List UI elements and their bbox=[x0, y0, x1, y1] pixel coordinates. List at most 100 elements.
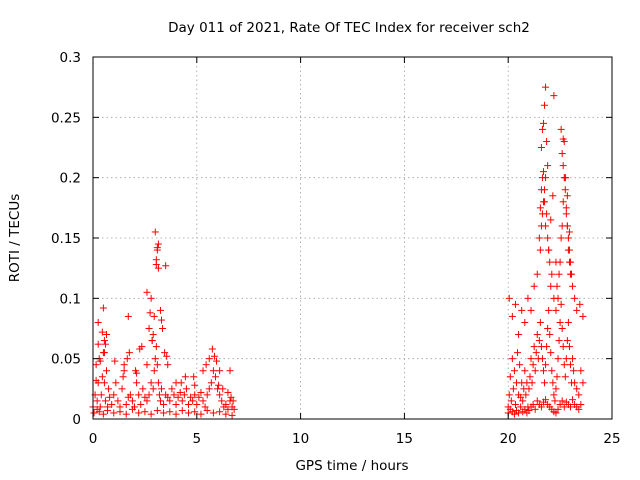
data-point bbox=[122, 401, 130, 409]
data-point bbox=[106, 393, 114, 401]
data-point bbox=[143, 288, 151, 296]
data-point bbox=[156, 306, 164, 314]
data-point bbox=[133, 379, 141, 387]
data-point bbox=[558, 325, 566, 332]
data-point bbox=[187, 393, 195, 401]
data-point bbox=[216, 367, 224, 375]
data-point bbox=[193, 401, 201, 409]
data-point bbox=[92, 361, 100, 369]
data-point bbox=[528, 379, 536, 387]
data-point bbox=[566, 361, 574, 369]
data-point bbox=[166, 397, 174, 405]
data-point bbox=[153, 407, 161, 415]
data-point bbox=[510, 410, 518, 418]
data-point bbox=[536, 246, 544, 254]
data-point bbox=[227, 393, 235, 401]
data-point bbox=[101, 397, 109, 405]
data-point bbox=[507, 397, 515, 405]
data-point bbox=[569, 282, 577, 290]
data-point bbox=[521, 318, 529, 326]
data-point bbox=[541, 101, 549, 109]
data-point bbox=[230, 405, 238, 413]
data-point bbox=[229, 397, 237, 405]
y-tick-label: 0.1 bbox=[60, 291, 81, 307]
data-point bbox=[152, 261, 160, 269]
data-point bbox=[178, 407, 186, 415]
data-point bbox=[510, 367, 518, 375]
data-point bbox=[154, 379, 162, 387]
data-point bbox=[552, 385, 560, 393]
data-point bbox=[554, 355, 562, 363]
data-point bbox=[155, 391, 163, 399]
y-tick-labels: 0 0.05 0.1 0.15 0.2 0.25 0.3 bbox=[51, 50, 81, 428]
data-point bbox=[566, 258, 574, 266]
data-point bbox=[508, 312, 516, 320]
data-point bbox=[137, 401, 145, 409]
data-point bbox=[199, 367, 207, 375]
data-point bbox=[124, 312, 132, 320]
data-point bbox=[150, 312, 158, 320]
data-point bbox=[110, 409, 118, 417]
data-point bbox=[508, 355, 516, 363]
data-point bbox=[152, 343, 160, 351]
data-point bbox=[548, 367, 556, 375]
data-point bbox=[197, 388, 205, 396]
data-point bbox=[527, 355, 535, 363]
data-point bbox=[177, 379, 185, 387]
data-point bbox=[537, 144, 545, 151]
data-point bbox=[190, 373, 198, 381]
data-point bbox=[98, 328, 106, 336]
data-point bbox=[515, 409, 523, 417]
data-point bbox=[224, 388, 232, 396]
data-point bbox=[105, 385, 113, 393]
data-point bbox=[511, 401, 519, 409]
data-point bbox=[208, 345, 216, 353]
data-point bbox=[566, 403, 574, 411]
data-point bbox=[539, 119, 547, 127]
data-point bbox=[133, 369, 141, 377]
data-point bbox=[531, 405, 539, 413]
data-point bbox=[205, 385, 213, 393]
data-point bbox=[102, 331, 110, 339]
data-point bbox=[518, 306, 526, 314]
data-point bbox=[530, 282, 538, 290]
data-point bbox=[158, 316, 166, 324]
data-point bbox=[108, 401, 116, 409]
data-point bbox=[571, 294, 579, 302]
data-point bbox=[94, 318, 102, 326]
x-tick-label: 15 bbox=[396, 431, 413, 447]
data-point bbox=[536, 318, 544, 326]
x-tick-label: 0 bbox=[89, 431, 98, 447]
data-point bbox=[542, 396, 550, 404]
data-point bbox=[561, 174, 569, 182]
data-point bbox=[577, 401, 585, 409]
data-point bbox=[515, 331, 523, 339]
data-point bbox=[184, 401, 192, 409]
data-point bbox=[577, 367, 585, 375]
data-point bbox=[96, 357, 104, 365]
data-point bbox=[548, 270, 556, 278]
data-point bbox=[120, 367, 128, 375]
x-tick-labels: 0 5 10 15 20 25 bbox=[89, 431, 621, 447]
data-point bbox=[114, 397, 122, 405]
data-point bbox=[573, 385, 581, 393]
data-point bbox=[521, 367, 529, 375]
data-point bbox=[522, 391, 530, 399]
axis-ticks bbox=[92, 56, 613, 420]
data-point bbox=[100, 337, 108, 345]
data-point bbox=[128, 405, 136, 413]
data-point bbox=[571, 379, 579, 387]
data-point bbox=[569, 355, 577, 363]
data-point bbox=[148, 337, 156, 345]
data-point bbox=[158, 385, 166, 393]
data-point bbox=[544, 234, 552, 242]
data-point bbox=[559, 162, 567, 170]
data-point bbox=[562, 204, 570, 212]
x-axis-label: GPS time / hours bbox=[295, 458, 408, 474]
data-point bbox=[213, 357, 221, 365]
data-point bbox=[102, 367, 110, 375]
data-point bbox=[219, 385, 227, 393]
data-point bbox=[150, 367, 158, 375]
data-point bbox=[195, 393, 203, 401]
